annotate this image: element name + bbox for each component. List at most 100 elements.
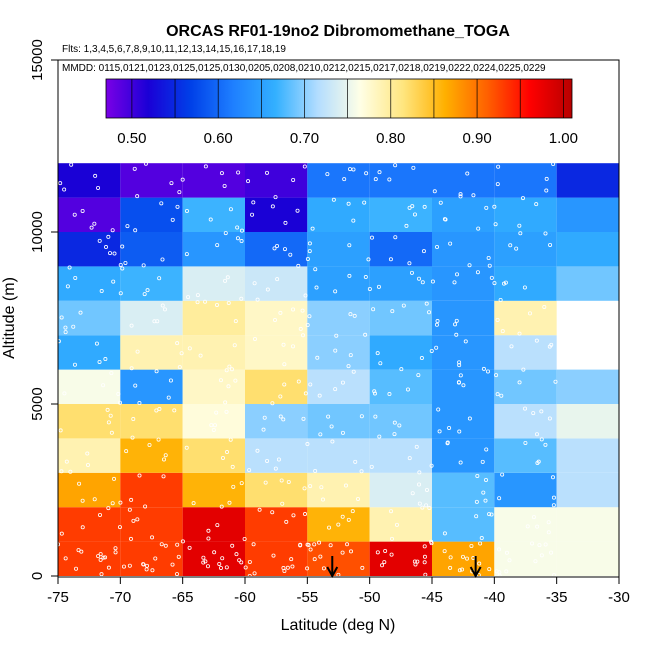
heatmap-cell xyxy=(58,197,121,232)
sample-point xyxy=(467,263,472,268)
sample-point xyxy=(131,417,136,422)
sample-point xyxy=(85,462,90,467)
sample-point xyxy=(463,339,468,344)
sample-point xyxy=(539,553,544,558)
y-tick-label: 15000 xyxy=(29,39,46,81)
sample-point xyxy=(120,244,125,249)
sample-point xyxy=(448,555,453,560)
heatmap-cell xyxy=(494,438,557,473)
sample-point xyxy=(215,302,220,307)
sample-point xyxy=(227,364,232,369)
heatmap-cell xyxy=(307,369,370,404)
sample-point xyxy=(543,442,548,447)
sample-point xyxy=(500,472,505,477)
sample-point xyxy=(228,437,233,442)
sample-point xyxy=(437,429,442,434)
heatmap-cell xyxy=(432,163,495,198)
sample-point xyxy=(487,512,492,517)
sample-point xyxy=(224,368,229,373)
sample-point xyxy=(390,309,395,314)
sample-point xyxy=(458,192,463,197)
sample-point xyxy=(417,276,422,281)
sample-point xyxy=(128,536,133,541)
sample-point xyxy=(214,410,219,415)
sample-point xyxy=(409,270,414,275)
sample-point xyxy=(551,495,556,500)
sample-point xyxy=(106,506,111,511)
sample-point xyxy=(252,281,257,286)
heatmap-cell xyxy=(58,541,121,576)
sample-point xyxy=(484,205,489,210)
sample-point xyxy=(389,536,394,541)
sample-point xyxy=(355,496,360,501)
heatmap-cells xyxy=(58,163,619,576)
sample-point xyxy=(291,513,296,518)
sample-point xyxy=(333,348,338,353)
sample-point xyxy=(272,246,277,251)
sample-point xyxy=(201,560,206,565)
sample-point xyxy=(417,501,422,506)
sample-point xyxy=(492,204,497,209)
sample-point xyxy=(59,315,64,320)
sample-point xyxy=(477,561,482,566)
sample-point xyxy=(300,308,305,313)
sample-point xyxy=(106,420,111,425)
sample-point xyxy=(347,243,352,248)
sample-point xyxy=(435,244,440,249)
sample-point xyxy=(195,293,200,298)
sample-point xyxy=(303,391,308,396)
sample-point xyxy=(312,542,317,547)
sample-point xyxy=(518,231,523,236)
sample-point xyxy=(407,261,412,266)
sample-point xyxy=(89,225,94,230)
sample-point xyxy=(422,560,427,565)
sample-point xyxy=(271,553,276,558)
sample-point xyxy=(404,223,409,228)
sample-point xyxy=(452,280,457,285)
sample-point xyxy=(351,218,356,223)
sample-point xyxy=(307,241,312,246)
sample-point xyxy=(543,231,548,236)
sample-point xyxy=(522,285,527,290)
sample-point xyxy=(485,369,490,374)
sample-point xyxy=(230,464,235,469)
sample-point xyxy=(255,448,260,453)
plot-frame xyxy=(57,59,620,578)
sample-point xyxy=(447,425,452,430)
sample-point xyxy=(281,342,286,347)
heatmap-cell xyxy=(494,507,557,542)
sample-point xyxy=(373,414,378,419)
sample-point xyxy=(265,458,270,463)
sample-point xyxy=(69,162,74,167)
heatmap-cell xyxy=(494,472,557,508)
heatmap-cell xyxy=(307,335,370,370)
sample-point xyxy=(496,164,501,169)
sample-point xyxy=(517,331,522,336)
sample-point xyxy=(222,183,227,188)
heatmap-cell xyxy=(120,472,183,508)
sample-point xyxy=(265,287,270,292)
heatmap-cell xyxy=(120,541,183,576)
sample-point xyxy=(93,173,98,178)
sample-point xyxy=(336,522,341,527)
sample-point xyxy=(417,470,422,475)
sample-point xyxy=(467,416,472,421)
sample-point xyxy=(499,393,504,398)
sample-point xyxy=(399,367,404,372)
sample-point xyxy=(298,542,303,547)
sample-point xyxy=(410,491,415,496)
y-axis-label: Altitude (m) xyxy=(1,277,18,359)
sample-point xyxy=(215,523,220,528)
sample-point xyxy=(184,252,189,257)
heatmap-cell xyxy=(182,541,245,576)
sample-point xyxy=(544,188,549,193)
sample-point xyxy=(118,291,123,296)
sample-point xyxy=(141,562,146,567)
sample-point xyxy=(334,333,339,338)
sample-point xyxy=(373,177,378,182)
heatmap-cell xyxy=(245,300,308,336)
sample-point xyxy=(405,387,410,392)
heatmap-cell xyxy=(307,197,370,232)
sample-point xyxy=(247,560,252,565)
